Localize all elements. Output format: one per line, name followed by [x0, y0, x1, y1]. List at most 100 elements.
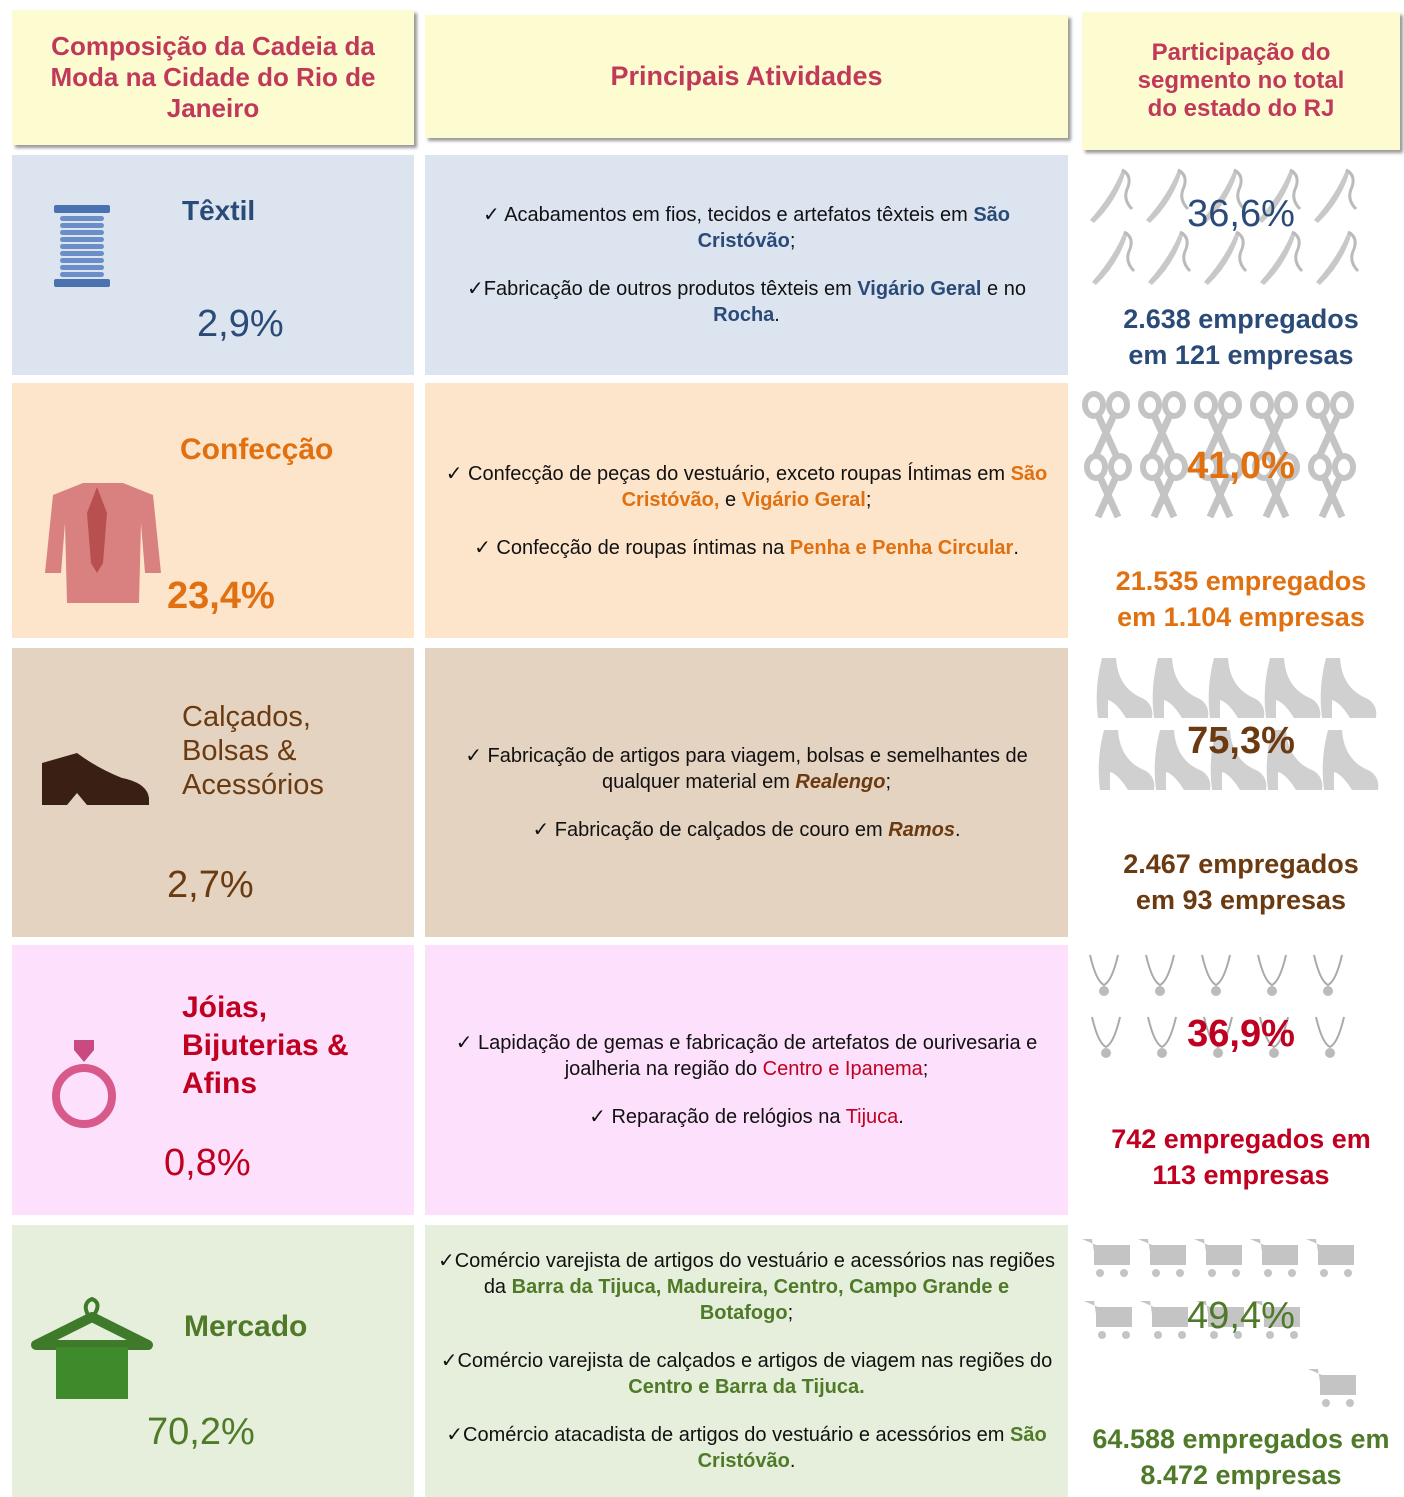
activity-highlight: Barra da Tijuca, Madureira, Centro, Camp… — [511, 1276, 1010, 1324]
header-col2: Principais Atividades — [425, 15, 1068, 138]
activity-text: . — [789, 1450, 796, 1472]
icon — [52, 1040, 116, 1128]
icon — [1266, 730, 1323, 790]
icon — [45, 483, 161, 603]
segment-name: Jóias, Bijuterias & Afins — [182, 991, 349, 1101]
icon — [1306, 391, 1354, 457]
icon — [1082, 391, 1130, 457]
activity: ✓ Acabamentos em fios, tecidos e artefat… — [435, 202, 1058, 254]
segment-name: Têxtil — [182, 195, 256, 226]
icon — [1089, 954, 1119, 996]
icon — [1154, 730, 1211, 790]
activity: ✓ Fabricação de calçados de couro em Ram… — [532, 817, 960, 843]
activity-text: ✓ Reparação de relógios na — [589, 1106, 846, 1128]
icon — [1257, 954, 1287, 996]
employment: 742 empregados em 113 empresas — [1111, 1124, 1371, 1191]
icon — [1258, 168, 1302, 223]
icon — [1322, 730, 1379, 790]
activity-text: ✓ Lapidação de gemas e fabricação de art… — [455, 1032, 1038, 1080]
activity: ✓Comércio varejista de artigos do vestuá… — [435, 1248, 1058, 1326]
segment-share: 70,2% — [147, 1411, 255, 1453]
icon — [1314, 168, 1358, 223]
activity-text: ✓ Acabamentos em fios, tecidos e artefat… — [482, 204, 974, 226]
segment-name: Confecção — [180, 433, 334, 466]
activity-highlight: Centro e Barra da Tijuca. — [628, 1376, 865, 1398]
participation-cell: 41,0% 21.535 empregados em 1.104 empresas — [1078, 383, 1404, 638]
icon — [54, 205, 110, 287]
activity-text: ; — [865, 488, 872, 511]
activity: ✓ Lapidação de gemas e fabricação de art… — [435, 1030, 1058, 1082]
icon — [1098, 730, 1155, 790]
activity: ✓Fabricação de outros produtos têxteis e… — [435, 276, 1058, 328]
activity: ✓ Fabricação de artigos para viagem, bol… — [435, 743, 1058, 795]
icon — [1084, 1301, 1132, 1339]
segment-name: Mercado — [184, 1310, 308, 1343]
activity-text: e — [719, 488, 742, 511]
employment: 2.467 empregados em 93 empresas — [1123, 849, 1359, 916]
icon — [42, 753, 149, 805]
employment: 64.588 empregados em 8.472 empresas — [1092, 1424, 1390, 1491]
activities-cell: ✓ Fabricação de artigos para viagem, bol… — [425, 648, 1068, 937]
activity-highlight: Vigário Geral — [741, 488, 866, 511]
icon — [1252, 1301, 1300, 1339]
icon — [1152, 658, 1209, 718]
icon — [1138, 391, 1186, 457]
icon — [1264, 658, 1321, 718]
activity-text: ✓Comércio atacadista de artigos do vestu… — [446, 1424, 1010, 1446]
activity-highlight: Vigário Geral — [857, 278, 982, 300]
activity-highlight: Penha e Penha Circular — [789, 536, 1014, 559]
segment-cell: Confecção 23,4% — [12, 383, 414, 638]
icon — [1147, 1016, 1177, 1058]
participation-cell: 75,3% 2.467 empregados em 93 empresas — [1078, 648, 1404, 937]
icon — [1096, 658, 1153, 718]
participation-cell: 36,9% 742 empregados em 113 empresas — [1078, 945, 1404, 1215]
activity-highlight: São Cristóvão — [697, 1424, 1047, 1472]
activity-text: ; — [787, 1302, 794, 1324]
activity-text: ✓ Fabricação de calçados de couro em — [532, 818, 889, 841]
icon — [1260, 230, 1304, 285]
icon — [1316, 230, 1360, 285]
icon — [1084, 453, 1132, 519]
icon — [1194, 391, 1242, 457]
employment: 21.535 empregados em 1.104 empresas — [1115, 566, 1367, 633]
activity-text: . — [898, 1106, 904, 1128]
activity-text: . — [1013, 536, 1019, 559]
icon — [1210, 730, 1267, 790]
segment-share: 2,7% — [167, 864, 254, 906]
participation: 36,9% — [1187, 1013, 1295, 1055]
icon — [1204, 230, 1248, 285]
activity: ✓ Confecção de peças do vestuário, excet… — [435, 461, 1058, 513]
activity: ✓Comércio atacadista de artigos do vestu… — [435, 1422, 1058, 1474]
activity-highlight: Centro e Ipanema — [762, 1058, 923, 1080]
icon — [1315, 1016, 1345, 1058]
icon — [1194, 1239, 1242, 1277]
participation-cell: 36,6% 2.638 empregados em 121 empresas — [1078, 155, 1404, 375]
activity-text: ; — [789, 230, 796, 252]
icon — [1252, 453, 1300, 519]
activities-cell: ✓ Lapidação de gemas e fabricação de art… — [425, 945, 1068, 1215]
activity-highlight: Realengo — [795, 770, 886, 793]
activity-text: ✓Fabricação de outros produtos têxteis e… — [467, 278, 858, 300]
icon — [1308, 1369, 1356, 1407]
icon — [1145, 954, 1175, 996]
segment-cell: Jóias, Bijuterias & Afins 0,8% — [12, 945, 414, 1215]
participation-cell: 49,4% 64.588 empregados em 8.472 empresas — [1078, 1225, 1404, 1497]
activity-text: . — [954, 818, 961, 841]
segment-share: 0,8% — [164, 1142, 251, 1184]
segment-share: 2,9% — [197, 303, 284, 345]
activity-highlight: Tijuca — [845, 1106, 899, 1128]
icon — [1208, 658, 1265, 718]
icon — [1308, 453, 1356, 519]
icon — [1320, 658, 1377, 718]
activity-text: . — [774, 304, 780, 326]
icon — [1146, 168, 1190, 223]
icon — [1250, 1239, 1298, 1277]
employment: 2.638 empregados em 121 empresas — [1123, 304, 1359, 371]
icon — [1196, 453, 1244, 519]
icon — [1306, 1239, 1354, 1277]
activity-text: e no — [981, 278, 1026, 300]
segment-name: Calçados, Bolsas & Acessórios — [182, 701, 324, 802]
activity-highlight: São Cristóvão — [697, 204, 1010, 252]
icon — [1313, 954, 1343, 996]
